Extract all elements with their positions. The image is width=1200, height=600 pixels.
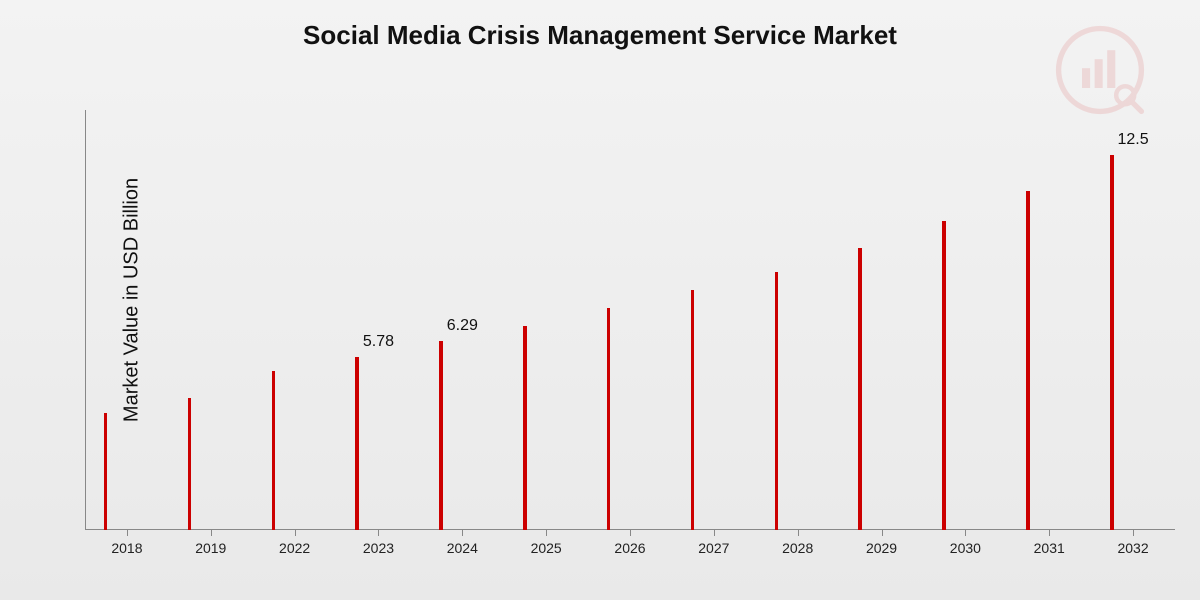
bar xyxy=(272,371,276,530)
bar xyxy=(523,326,527,530)
x-tick xyxy=(1049,530,1050,536)
bar xyxy=(858,248,862,530)
bar-slot xyxy=(1007,110,1091,530)
chart-canvas: Social Media Crisis Management Service M… xyxy=(0,0,1200,600)
plot-area: 20182019202220235.7820246.29202520262027… xyxy=(85,110,1175,530)
bar-slot xyxy=(672,110,756,530)
x-tick xyxy=(630,530,631,536)
x-tick xyxy=(211,530,212,536)
bar-slot xyxy=(504,110,588,530)
x-tick xyxy=(295,530,296,536)
bars-container: 20182019202220235.7820246.29202520262027… xyxy=(85,110,1175,530)
x-tick xyxy=(714,530,715,536)
x-tick xyxy=(378,530,379,536)
bar xyxy=(942,221,946,530)
watermark-logo-icon xyxy=(1055,25,1145,115)
x-tick-label: 2024 xyxy=(447,540,478,556)
x-tick xyxy=(882,530,883,536)
x-tick-label: 2025 xyxy=(531,540,562,556)
bar-slot xyxy=(253,110,337,530)
x-tick-label: 2022 xyxy=(279,540,310,556)
bar-slot xyxy=(420,110,504,530)
x-tick xyxy=(965,530,966,536)
bar xyxy=(607,308,611,530)
bar-slot xyxy=(169,110,253,530)
x-tick-label: 2018 xyxy=(111,540,142,556)
bar-slot xyxy=(756,110,840,530)
bar xyxy=(1026,191,1030,530)
x-tick xyxy=(1133,530,1134,536)
bar-slot xyxy=(337,110,421,530)
bar xyxy=(188,398,192,530)
x-tick-label: 2028 xyxy=(782,540,813,556)
bar-slot xyxy=(923,110,1007,530)
x-tick xyxy=(462,530,463,536)
bar xyxy=(439,341,443,530)
bar xyxy=(775,272,779,530)
x-tick-label: 2027 xyxy=(698,540,729,556)
bar-slot xyxy=(1091,110,1175,530)
bar xyxy=(355,357,359,530)
x-tick-label: 2030 xyxy=(950,540,981,556)
bar xyxy=(104,413,108,530)
bar xyxy=(1110,155,1114,530)
bar xyxy=(691,290,695,530)
bar-slot xyxy=(588,110,672,530)
chart-title: Social Media Crisis Management Service M… xyxy=(0,20,1200,51)
x-tick-label: 2026 xyxy=(614,540,645,556)
x-tick xyxy=(798,530,799,536)
x-tick xyxy=(127,530,128,536)
bar-slot xyxy=(840,110,924,530)
x-tick-label: 2029 xyxy=(866,540,897,556)
x-tick-label: 2031 xyxy=(1034,540,1065,556)
bar-slot xyxy=(85,110,169,530)
x-tick xyxy=(546,530,547,536)
x-tick-label: 2032 xyxy=(1117,540,1148,556)
x-tick-label: 2019 xyxy=(195,540,226,556)
x-tick-label: 2023 xyxy=(363,540,394,556)
